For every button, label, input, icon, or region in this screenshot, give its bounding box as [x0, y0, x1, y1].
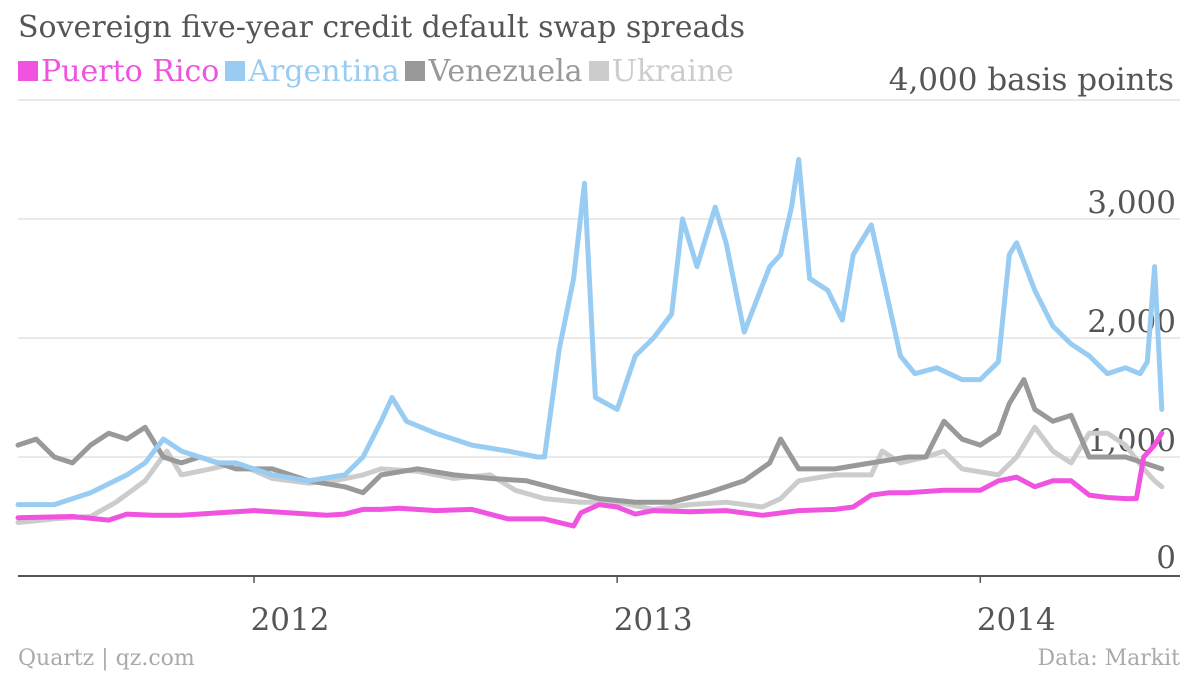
y-tick-label: 3,000 [1087, 185, 1176, 221]
legend-swatch [405, 61, 426, 81]
series-lines [15, 157, 1165, 529]
legend-item: Venezuela [405, 54, 583, 89]
legend-label: Argentina [248, 54, 400, 89]
x-tick-label: 2014 [977, 602, 1056, 638]
grid [18, 99, 1180, 577]
credit-text: Quartz | qz.com [18, 646, 195, 671]
legend-item: Argentina [225, 54, 399, 89]
legend-label: Venezuela [428, 54, 583, 89]
series-line-venezuela [15, 377, 1165, 505]
legend-label: Ukraine [611, 54, 734, 89]
legend-item: Puerto Rico [18, 54, 219, 89]
chart-title: Sovereign five-year credit default swap … [18, 10, 746, 45]
series-line-argentina [15, 157, 1165, 508]
legend-item: Ukraine [588, 54, 734, 89]
y-unit-label: 4,000 basis points [888, 62, 1174, 98]
legend-swatch [18, 61, 38, 81]
series-line-puerto-rico [15, 430, 1165, 529]
y-tick-label: 0 [1156, 540, 1176, 576]
legend: Puerto Rico Argentina Venezuela Ukraine [18, 54, 740, 89]
source-text: Data: Markit [1037, 646, 1180, 671]
legend-label: Puerto Rico [41, 54, 220, 89]
series-line-ukraine [15, 424, 1165, 525]
y-tick-label: 2,000 [1087, 304, 1176, 340]
x-tick-label: 2012 [251, 602, 330, 638]
legend-swatch [588, 61, 609, 81]
legend-swatch [225, 61, 246, 81]
x-tick-label: 2013 [614, 602, 693, 638]
